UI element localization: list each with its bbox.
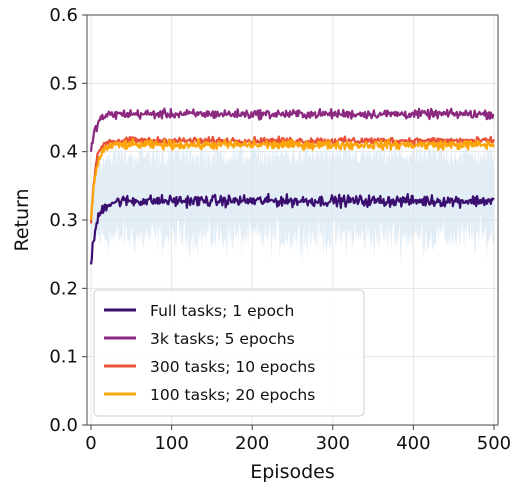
legend-label: 100 tasks; 20 epochs	[150, 386, 315, 404]
y-tick-label: 0.5	[49, 73, 78, 94]
legend-label: 3k tasks; 5 epochs	[150, 330, 295, 348]
x-tick-label: 200	[235, 433, 269, 454]
legend-label: Full tasks; 1 epoch	[150, 302, 294, 320]
y-tick-label: 0.3	[49, 210, 78, 231]
y-tick-label: 0.4	[49, 142, 78, 163]
legend: Full tasks; 1 epoch 3k tasks; 5 epochs 300…	[94, 290, 364, 416]
y-tick-label: 0.2	[49, 278, 78, 299]
x-tick-label: 500	[477, 433, 511, 454]
y-tick-label: 0.6	[49, 5, 78, 26]
y-axis-title: Return	[11, 188, 33, 251]
y-tick-label: 0.0	[49, 415, 78, 436]
x-tick-label: 400	[396, 433, 430, 454]
y-tick-label: 0.1	[49, 347, 78, 368]
x-tick-label: 100	[154, 433, 188, 454]
x-tick-label: 0	[85, 433, 96, 454]
legend-label: 300 tasks; 10 epochs	[150, 358, 315, 376]
x-tick-label: 300	[316, 433, 350, 454]
x-axis-title: Episodes	[250, 461, 335, 483]
